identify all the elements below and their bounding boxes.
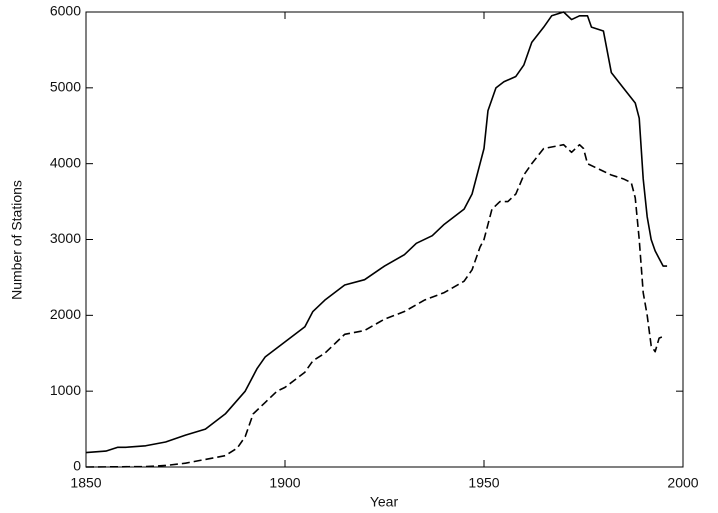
- y-tick-label: 0: [73, 458, 81, 474]
- plot-frame: [85, 11, 684, 468]
- y-tick-label: 6000: [50, 3, 81, 19]
- y-tick-label: 4000: [50, 154, 81, 170]
- y-tick-label: 3000: [50, 230, 81, 246]
- line: [85, 143, 664, 468]
- y-tick-label: 2000: [50, 306, 81, 322]
- x-tick-label: 1900: [269, 475, 300, 491]
- x-axis-label: Year: [370, 494, 399, 510]
- x-tick-label: 2000: [667, 475, 698, 491]
- x-tick-label: 1950: [468, 475, 499, 491]
- y-axis-label: Number of Stations: [9, 180, 25, 300]
- y-tick-label: 5000: [50, 79, 81, 95]
- x-tick-label: 1850: [70, 475, 101, 491]
- y-tick-label: 1000: [50, 382, 81, 398]
- line: [85, 11, 668, 454]
